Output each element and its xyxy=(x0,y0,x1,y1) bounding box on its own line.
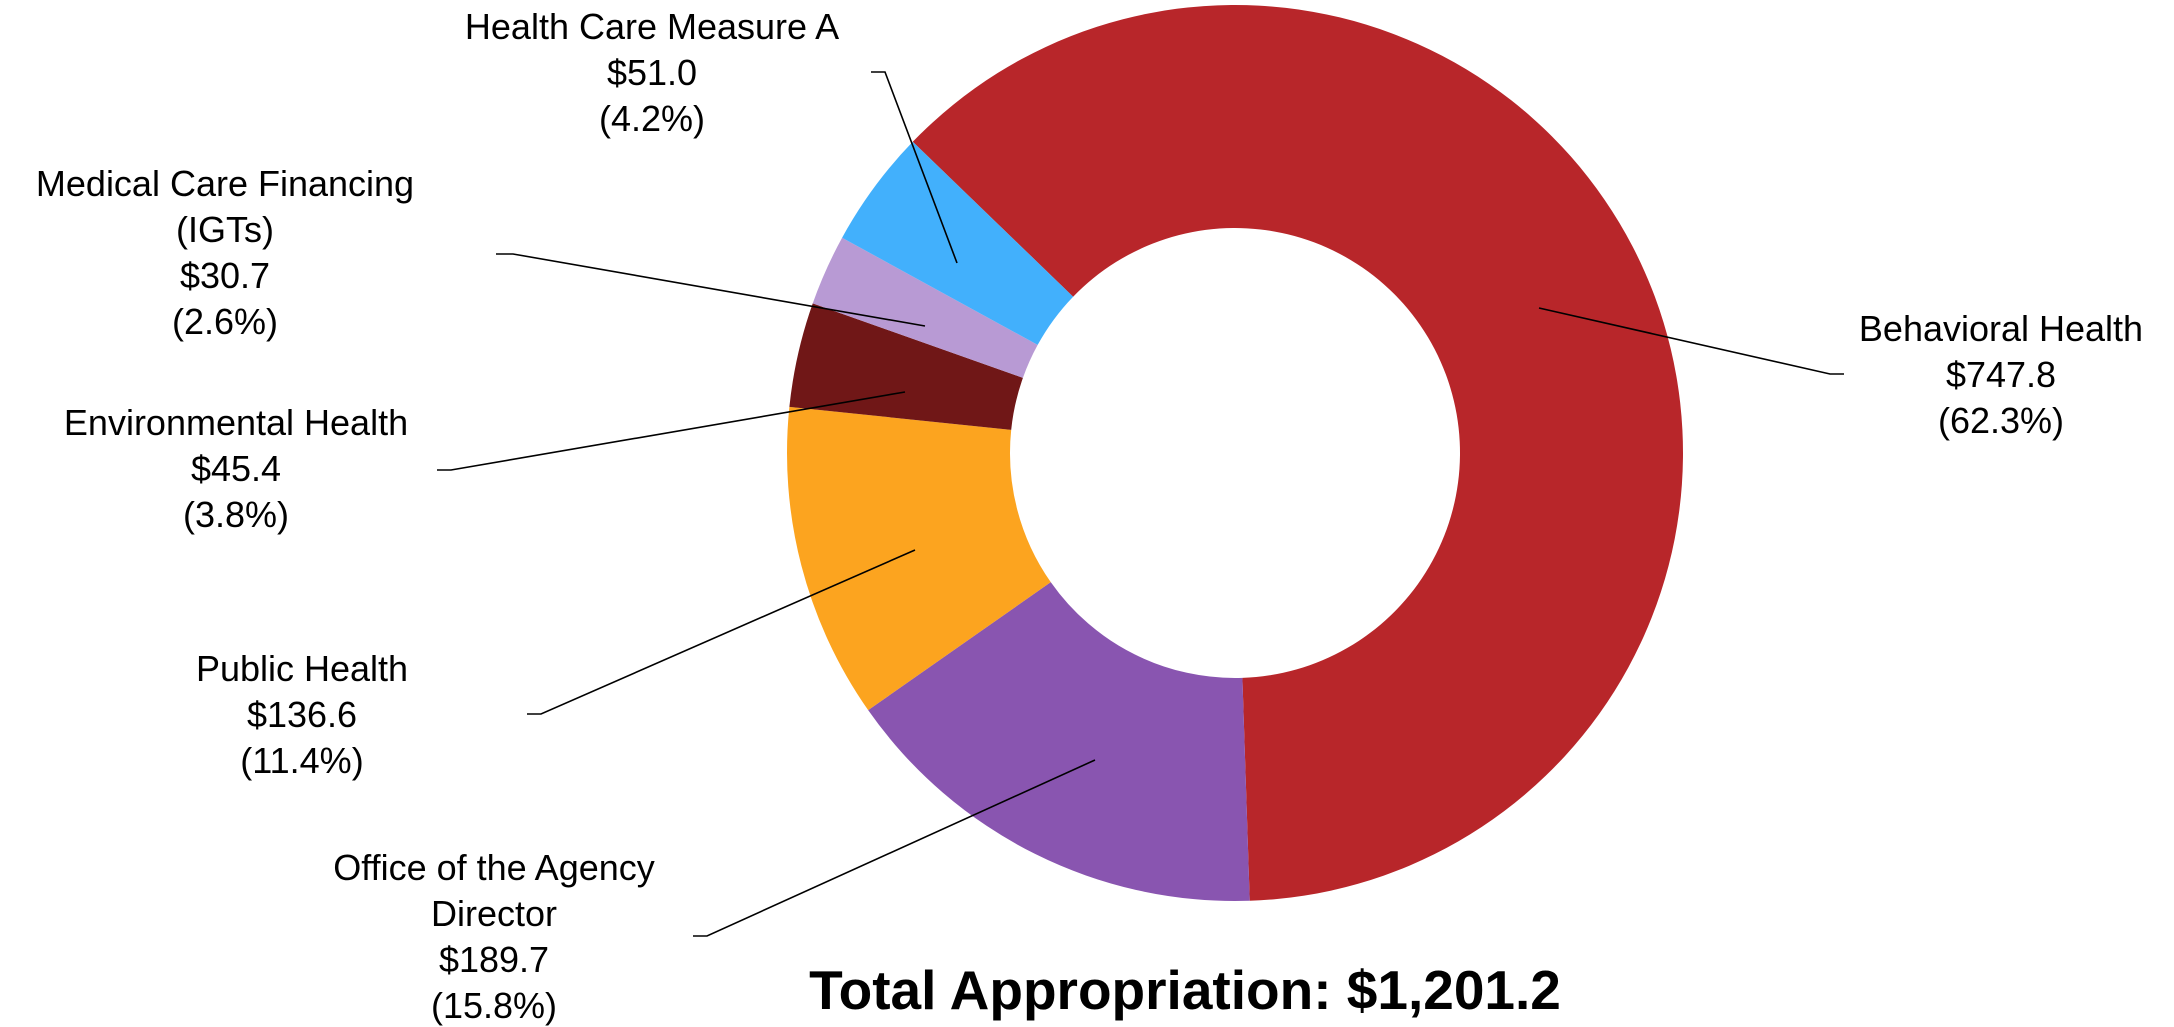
value-label: $136.6 xyxy=(246,694,358,735)
category-label: Behavioral Health xyxy=(1858,308,2144,349)
total-annotation: Total Appropriation: $1,201.2 xyxy=(809,959,1561,1021)
slice-label: Environmental Health $45.4 (3.8%) xyxy=(64,400,408,538)
value-label: $30.7 xyxy=(179,255,271,296)
leader-line xyxy=(1538,307,1844,375)
slice-label: Health Care Measure A $51.0 (4.2%) xyxy=(465,4,839,142)
value-label: $189.7 xyxy=(438,939,550,980)
percent-label: (4.2%) xyxy=(598,98,706,139)
category-label: Environmental Health xyxy=(63,402,409,443)
category-label: Public Health xyxy=(195,648,409,689)
donut-slice xyxy=(912,4,1684,901)
value-label: $45.4 xyxy=(190,448,282,489)
percent-label: (11.4%) xyxy=(240,740,364,781)
category-label: Medical Care Financing (IGTs) xyxy=(35,163,415,250)
slice-label: Public Health $136.6 (11.4%) xyxy=(196,646,408,784)
value-label: $747.8 xyxy=(1945,354,2057,395)
slice-label: Behavioral Health $747.8 (62.3%) xyxy=(1859,306,2143,444)
percent-label: (62.3%) xyxy=(1937,400,2065,441)
slice-label: Office of the Agency Director $189.7 (15.8… xyxy=(309,845,679,1027)
donut-slice xyxy=(789,303,1023,430)
donut-slice xyxy=(842,141,1074,345)
donut-slice xyxy=(787,406,1051,711)
category-label: Health Care Measure A xyxy=(464,6,840,47)
leader-line xyxy=(496,253,926,327)
value-label: $51.0 xyxy=(606,52,698,93)
leader-line xyxy=(693,759,1096,937)
percent-label: (15.8%) xyxy=(430,985,558,1026)
leader-line xyxy=(527,549,916,715)
percent-label: (3.8%) xyxy=(182,494,290,535)
slice-label: Medical Care Financing (IGTs) $30.7 (2.6%) xyxy=(5,161,445,345)
percent-label: (2.6%) xyxy=(171,301,279,342)
donut-slice xyxy=(868,582,1250,901)
leader-line xyxy=(437,391,906,471)
category-label: Office of the Agency Director xyxy=(333,847,655,934)
donut-slice xyxy=(812,237,1038,378)
leader-line xyxy=(871,71,958,264)
